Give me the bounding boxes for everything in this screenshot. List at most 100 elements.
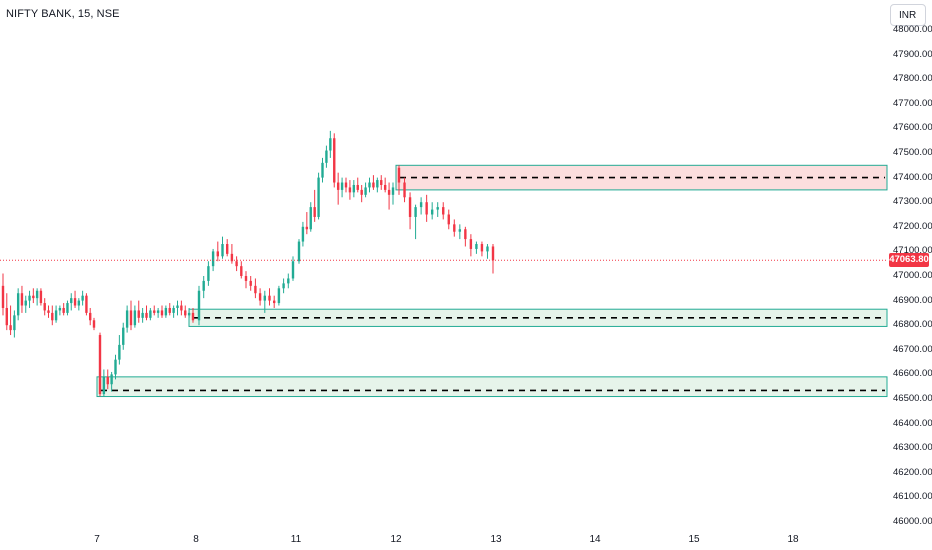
candle[interactable] <box>475 241 478 254</box>
candle[interactable] <box>309 202 312 232</box>
candle[interactable] <box>62 303 65 316</box>
candle[interactable] <box>491 244 495 274</box>
candle[interactable] <box>301 221 305 247</box>
candle[interactable] <box>137 300 140 323</box>
candle[interactable] <box>98 332 102 397</box>
candle[interactable] <box>372 175 375 190</box>
candle[interactable] <box>391 182 395 205</box>
candle[interactable] <box>291 256 295 281</box>
candle[interactable] <box>51 305 54 326</box>
candle[interactable] <box>20 285 24 313</box>
candle[interactable] <box>376 177 379 193</box>
candle[interactable] <box>297 239 301 264</box>
candle[interactable] <box>145 305 148 321</box>
candle[interactable] <box>364 182 367 198</box>
candle[interactable] <box>13 310 16 338</box>
candle[interactable] <box>414 204 417 240</box>
candle[interactable] <box>221 236 224 259</box>
candle[interactable] <box>447 209 450 230</box>
candle[interactable] <box>24 295 27 313</box>
candle[interactable] <box>282 278 285 294</box>
candle[interactable] <box>92 317 96 331</box>
candle[interactable] <box>58 305 62 316</box>
candle[interactable] <box>141 307 144 323</box>
candle[interactable] <box>39 288 43 306</box>
candle[interactable] <box>160 305 164 318</box>
candle[interactable] <box>235 256 238 272</box>
candle[interactable] <box>133 305 137 328</box>
candle[interactable] <box>249 276 252 291</box>
candle[interactable] <box>458 224 462 240</box>
candle[interactable] <box>305 212 309 235</box>
candle[interactable] <box>387 182 391 210</box>
candle[interactable] <box>480 241 484 257</box>
candle[interactable] <box>184 305 187 318</box>
candle[interactable] <box>35 288 39 306</box>
candle[interactable] <box>54 305 58 323</box>
candle[interactable] <box>469 234 473 257</box>
candle[interactable] <box>352 180 356 198</box>
candle[interactable] <box>273 295 276 308</box>
candle[interactable] <box>430 202 434 220</box>
candle[interactable] <box>77 298 81 311</box>
candle[interactable] <box>129 300 133 331</box>
candle[interactable] <box>408 192 412 230</box>
candle[interactable] <box>360 184 363 203</box>
candle[interactable] <box>110 371 113 392</box>
candle[interactable] <box>172 305 175 318</box>
candle[interactable] <box>43 298 46 316</box>
candle[interactable] <box>240 261 243 279</box>
candle[interactable] <box>340 177 344 198</box>
candle[interactable] <box>325 145 328 168</box>
candle[interactable] <box>202 276 205 299</box>
candle[interactable] <box>368 177 371 193</box>
candle[interactable] <box>383 177 387 193</box>
candle[interactable] <box>180 300 183 316</box>
candle[interactable] <box>168 303 171 316</box>
candle[interactable] <box>329 130 332 158</box>
candle[interactable] <box>81 290 84 306</box>
candle[interactable] <box>226 239 229 257</box>
candle[interactable] <box>47 305 50 318</box>
candle[interactable] <box>425 194 428 222</box>
candle[interactable] <box>164 305 168 318</box>
candle[interactable] <box>380 175 383 190</box>
candle[interactable] <box>216 241 219 262</box>
candle[interactable] <box>176 300 179 316</box>
candle[interactable] <box>333 133 336 188</box>
candle[interactable] <box>287 273 290 289</box>
candle[interactable] <box>453 219 456 237</box>
candle[interactable] <box>344 177 348 193</box>
candle[interactable] <box>156 307 160 318</box>
candle[interactable] <box>244 271 248 289</box>
candle[interactable] <box>28 290 31 308</box>
candle[interactable] <box>122 322 125 350</box>
candle[interactable] <box>263 290 266 313</box>
candle[interactable] <box>254 278 257 299</box>
candle[interactable] <box>89 307 92 326</box>
candle[interactable] <box>66 300 69 316</box>
candle[interactable] <box>149 307 152 321</box>
candle[interactable] <box>118 335 121 365</box>
candle[interactable] <box>125 305 129 333</box>
candle[interactable] <box>5 293 8 331</box>
candle[interactable] <box>153 305 156 316</box>
candle[interactable] <box>436 202 439 217</box>
candle[interactable] <box>403 177 406 203</box>
candle[interactable] <box>313 189 316 222</box>
candle[interactable] <box>102 369 106 397</box>
candle[interactable] <box>191 307 195 323</box>
candle[interactable] <box>277 285 281 306</box>
candle[interactable] <box>187 307 191 318</box>
candle[interactable] <box>442 202 445 220</box>
candle[interactable] <box>268 288 271 306</box>
candle[interactable] <box>70 293 73 311</box>
candle[interactable] <box>85 293 88 316</box>
candle[interactable] <box>356 177 359 193</box>
candle[interactable] <box>486 244 489 259</box>
candle[interactable] <box>419 197 423 215</box>
candle[interactable] <box>321 157 324 183</box>
candle[interactable] <box>73 290 77 308</box>
